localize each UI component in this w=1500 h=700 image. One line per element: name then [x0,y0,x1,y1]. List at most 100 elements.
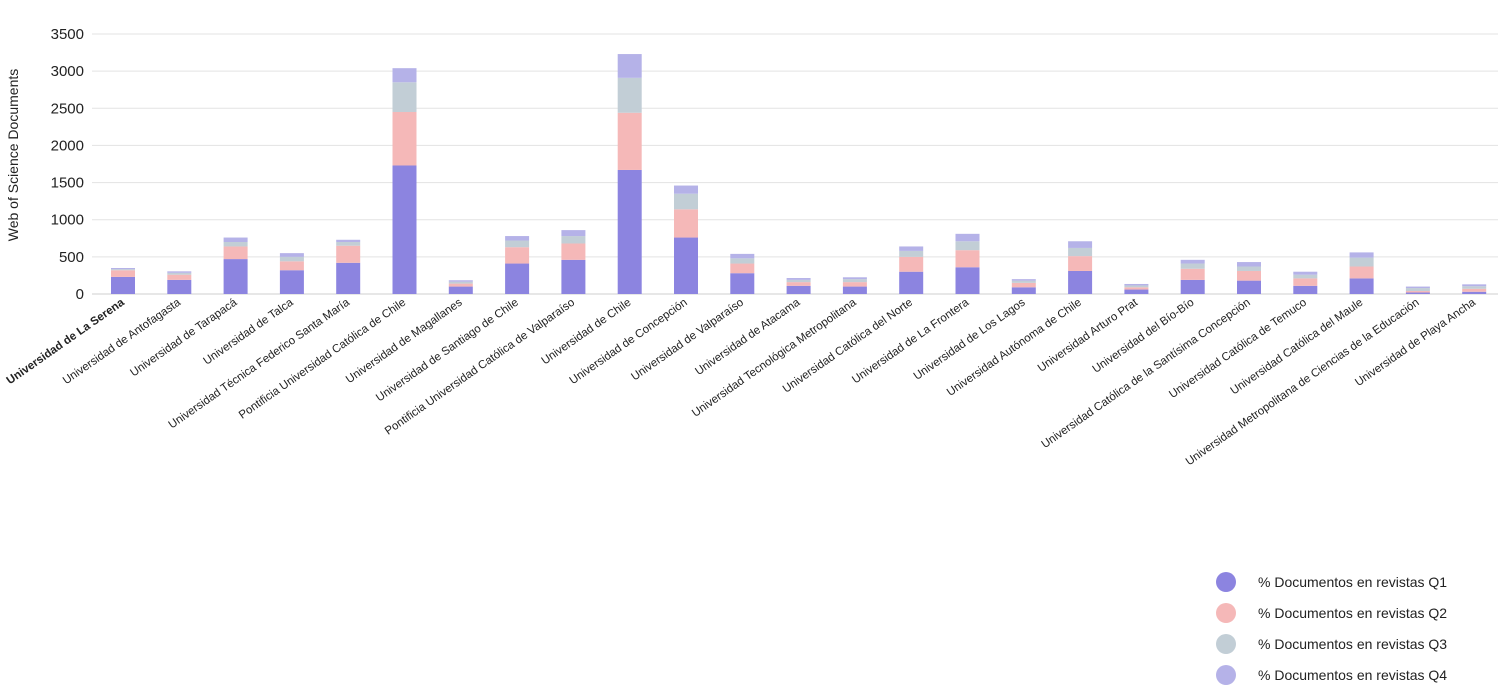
bar-segment-q1[interactable] [674,237,698,294]
bar-segment-q4[interactable] [955,233,980,242]
bar-segment-q2[interactable] [1349,266,1374,279]
bar-segment-q1[interactable] [1293,285,1318,294]
bar-segment-q3[interactable] [842,279,867,283]
bar-segment-q1[interactable] [1011,287,1036,294]
bar-segment-q1[interactable] [786,285,811,294]
bar-segment-q3[interactable] [167,272,192,275]
bar-segment-q2[interactable] [336,245,361,263]
bar-segment-q4[interactable] [899,246,924,251]
bar-segment-q1[interactable] [730,273,755,294]
bar-segment-q2[interactable] [842,282,867,287]
bar-segment-q4[interactable] [392,68,417,83]
bar-segment-q3[interactable] [1462,286,1487,289]
bar-segment-q2[interactable] [1068,256,1093,271]
legend-item-q1[interactable]: % Documentos en revistas Q1 [1216,566,1447,597]
bar-segment-q1[interactable] [955,267,980,294]
bar-segment-q2[interactable] [786,282,811,286]
bar-segment-q3[interactable] [1068,247,1093,257]
bar-segment-q4[interactable] [1237,262,1261,267]
bar-segment-q2[interactable] [448,283,473,287]
bar-segment-q2[interactable] [674,209,698,238]
bar-segment-q3[interactable] [730,258,755,264]
bar-segment-q4[interactable] [561,230,586,237]
bar-segment-q2[interactable] [1011,282,1036,288]
bar-segment-q4[interactable] [505,236,530,241]
bar-segment-q1[interactable] [1462,291,1487,294]
bar-segment-q4[interactable] [1068,241,1093,248]
bar-segment-q1[interactable] [111,276,135,294]
bar-segment-q3[interactable] [111,269,135,271]
bar-segment-q4[interactable] [617,54,642,78]
bar-segment-q3[interactable] [279,256,304,262]
bar-segment-q4[interactable] [167,271,192,273]
bar-segment-q3[interactable] [448,281,473,284]
bar-segment-q3[interactable] [223,242,248,247]
bar-segment-q2[interactable] [899,256,924,272]
bar-segment-q3[interactable] [1349,257,1374,267]
bar-segment-q2[interactable] [505,247,530,264]
bar-segment-q3[interactable] [1011,280,1036,283]
bar-segment-q4[interactable] [1124,283,1149,286]
bar-segment-q3[interactable] [786,279,811,283]
bar-segment-q2[interactable] [167,274,192,280]
bar-segment-q4[interactable] [1349,252,1374,258]
legend-item-q4[interactable]: % Documentos en revistas Q4 [1216,659,1447,690]
bar-segment-q3[interactable] [674,193,698,210]
bar-segment-q2[interactable] [1237,270,1261,281]
bar-segment-q2[interactable] [392,112,417,166]
bar-segment-q2[interactable] [1124,287,1149,290]
bar-segment-q1[interactable] [448,286,473,294]
bar-segment-q2[interactable] [730,263,755,274]
bar-segment-q1[interactable] [1405,292,1430,294]
bar-segment-q2[interactable] [1405,291,1430,293]
bar-segment-q2[interactable] [1180,268,1205,280]
bar-segment-q4[interactable] [1293,271,1318,275]
bar-segment-q4[interactable] [223,237,248,242]
bar-segment-q1[interactable] [1068,270,1093,294]
legend-item-q3[interactable]: % Documentos en revistas Q3 [1216,628,1447,659]
bar-segment-q2[interactable] [617,112,642,170]
bar-segment-q4[interactable] [786,278,811,280]
bar-segment-q1[interactable] [1349,278,1374,294]
bar-segment-q3[interactable] [1237,266,1261,271]
bar-segment-q4[interactable] [448,280,473,282]
bar-segment-q4[interactable] [842,277,867,280]
bar-segment-q4[interactable] [730,253,755,259]
bar-segment-q4[interactable] [111,268,135,270]
bar-segment-q4[interactable] [674,185,698,194]
bar-segment-q3[interactable] [561,236,586,244]
bar-segment-q4[interactable] [279,253,304,257]
bar-segment-q4[interactable] [1180,259,1205,264]
bar-segment-q1[interactable] [1124,289,1149,294]
bar-segment-q3[interactable] [899,250,924,257]
bar-segment-q1[interactable] [1180,279,1205,294]
bar-segment-q1[interactable] [617,169,642,294]
bar-segment-q4[interactable] [1405,286,1430,289]
bar-segment-q3[interactable] [1124,285,1149,288]
bar-segment-q4[interactable] [1011,279,1036,281]
bar-segment-q2[interactable] [1462,288,1487,292]
bar-segment-q3[interactable] [392,82,417,112]
legend-item-q2[interactable]: % Documentos en revistas Q2 [1216,597,1447,628]
bar-segment-q1[interactable] [392,165,417,294]
bar-segment-q2[interactable] [223,246,248,260]
bar-segment-q4[interactable] [336,239,361,242]
bar-segment-q1[interactable] [899,271,924,294]
bar-segment-q1[interactable] [279,270,304,294]
bar-segment-q3[interactable] [1180,263,1205,269]
bar-segment-q1[interactable] [1237,280,1261,294]
bar-segment-q2[interactable] [111,270,135,277]
bar-segment-q2[interactable] [1293,278,1318,286]
bar-segment-q3[interactable] [955,241,980,251]
bar-segment-q3[interactable] [1293,274,1318,279]
bar-segment-q2[interactable] [955,250,980,268]
bar-segment-q2[interactable] [279,261,304,271]
bar-segment-q2[interactable] [561,243,586,260]
bar-segment-q3[interactable] [336,242,361,246]
bar-segment-q3[interactable] [505,240,530,248]
bar-segment-q1[interactable] [842,286,867,294]
bar-segment-q1[interactable] [167,279,192,294]
bar-segment-q1[interactable] [223,259,248,294]
bar-segment-q1[interactable] [505,263,530,294]
bar-segment-q1[interactable] [336,262,361,294]
